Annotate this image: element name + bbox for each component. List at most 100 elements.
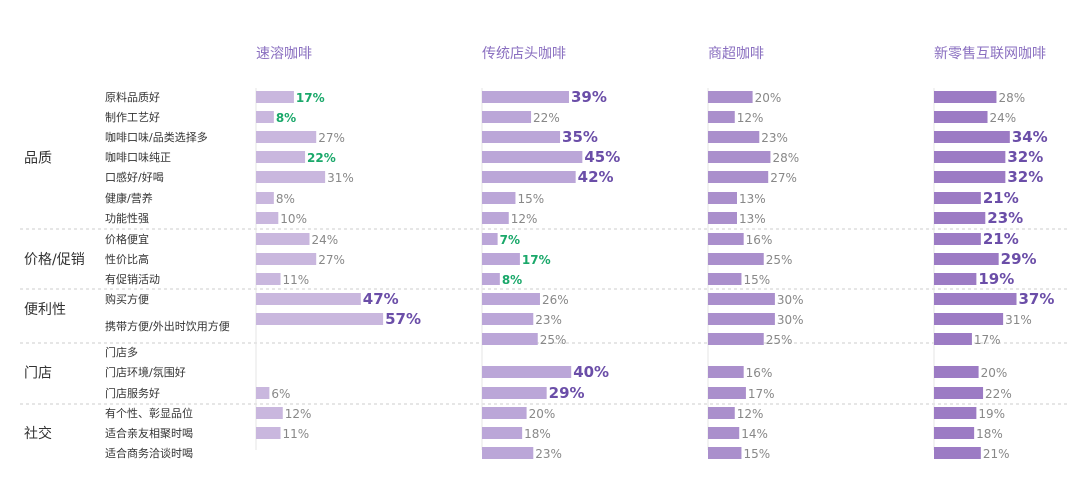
bar: [708, 151, 771, 163]
column-header: 商超咖啡: [708, 46, 764, 62]
value-label: 12%: [285, 407, 312, 421]
bar: [934, 427, 975, 439]
value-label: 23%: [535, 447, 562, 461]
bar: [708, 171, 769, 183]
bar: [256, 192, 274, 204]
value-label: 30%: [777, 313, 804, 327]
item-label: 价格便宜: [105, 232, 149, 246]
bar: [482, 171, 576, 183]
bar: [708, 131, 760, 143]
item-label: 门店服务好: [105, 386, 160, 400]
bar: [256, 313, 384, 325]
value-label: 39%: [571, 88, 607, 106]
item-label: 有促销活动: [105, 272, 160, 286]
group-label: 社交: [24, 425, 52, 442]
value-label: 22%: [533, 111, 560, 125]
item-label: 购买方便: [105, 292, 149, 306]
value-label: 29%: [1001, 250, 1037, 268]
value-label: 17%: [974, 333, 1001, 347]
value-label: 27%: [770, 171, 797, 185]
bar: [708, 387, 746, 399]
value-label: 27%: [318, 253, 345, 267]
bar: [708, 192, 737, 204]
column-header: 新零售互联网咖啡: [934, 46, 1046, 62]
value-label: 13%: [739, 192, 766, 206]
value-label: 7%: [500, 233, 520, 247]
value-label: 8%: [502, 273, 522, 287]
bar: [482, 111, 532, 123]
bar: [708, 407, 735, 419]
bar: [256, 131, 317, 143]
bar: [482, 151, 583, 163]
bar: [934, 111, 988, 123]
value-label: 28%: [998, 91, 1025, 105]
value-label: 12%: [737, 111, 764, 125]
bar: [708, 313, 775, 325]
bar: [256, 427, 281, 439]
column-header: 传统店头咖啡: [482, 46, 566, 62]
value-label: 15%: [743, 447, 770, 461]
value-label: 16%: [746, 233, 773, 247]
bar: [482, 91, 569, 103]
bar: [256, 111, 274, 123]
item-label: 原料品质好: [105, 90, 160, 104]
value-label: 20%: [981, 366, 1008, 380]
bar: [934, 212, 986, 224]
value-label: 22%: [307, 151, 336, 165]
bar: [934, 407, 977, 419]
bar: [256, 407, 283, 419]
bar: [934, 387, 984, 399]
bar: [708, 293, 775, 305]
item-label: 适合亲友相聚时喝: [105, 426, 193, 440]
bar: [482, 131, 561, 143]
value-label: 26%: [542, 293, 569, 307]
bar: [708, 233, 744, 245]
value-label: 31%: [327, 171, 354, 185]
value-label: 12%: [511, 212, 538, 226]
bar: [934, 273, 977, 285]
value-label: 29%: [549, 384, 585, 402]
bar: [482, 333, 538, 345]
value-label: 21%: [983, 447, 1010, 461]
value-label: 17%: [748, 387, 775, 401]
bar: [708, 333, 764, 345]
bar: [934, 313, 1004, 325]
item-label: 咖啡口味/品类选择多: [105, 130, 208, 144]
value-label: 21%: [983, 230, 1019, 248]
value-label: 17%: [296, 91, 325, 105]
value-label: 21%: [983, 189, 1019, 207]
value-label: 19%: [978, 407, 1005, 421]
group-label: 品质: [24, 151, 52, 167]
value-label: 37%: [1019, 290, 1055, 308]
item-label: 咖啡口味纯正: [105, 150, 171, 164]
bar: [256, 253, 317, 265]
column-header: 速溶咖啡: [256, 46, 312, 62]
value-label: 12%: [737, 407, 764, 421]
bar: [934, 171, 1006, 183]
item-label: 制作工艺好: [105, 110, 160, 124]
bar: [708, 253, 764, 265]
bar: [482, 366, 572, 378]
bar: [708, 212, 737, 224]
value-label: 24%: [990, 111, 1017, 125]
item-label: 健康/营养: [105, 191, 153, 205]
value-label: 23%: [535, 313, 562, 327]
value-label: 25%: [540, 333, 567, 347]
bar: [482, 387, 547, 399]
bar: [934, 253, 999, 265]
bar: [482, 447, 534, 459]
bar: [934, 447, 981, 459]
value-label: 15%: [517, 192, 544, 206]
bar: [708, 111, 735, 123]
value-label: 40%: [573, 363, 609, 381]
value-label: 35%: [562, 128, 598, 146]
value-label: 23%: [761, 131, 788, 145]
bar: [934, 151, 1006, 163]
value-label: 11%: [283, 273, 310, 287]
item-label: 门店环境/氛围好: [105, 365, 186, 379]
value-label: 28%: [772, 151, 799, 165]
value-label: 6%: [271, 387, 290, 401]
bar: [482, 293, 540, 305]
value-label: 16%: [746, 366, 773, 380]
value-label: 18%: [524, 427, 551, 441]
